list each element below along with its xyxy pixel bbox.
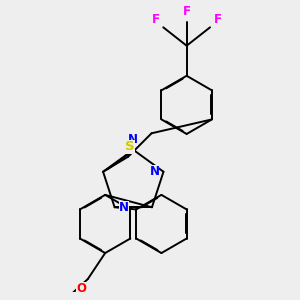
Text: F: F	[183, 4, 191, 18]
Text: F: F	[152, 13, 160, 26]
Text: O: O	[76, 283, 86, 296]
Text: N: N	[149, 165, 160, 178]
Text: N: N	[128, 133, 138, 146]
Text: S: S	[125, 140, 135, 153]
Text: N: N	[118, 201, 129, 214]
Text: F: F	[213, 13, 221, 26]
